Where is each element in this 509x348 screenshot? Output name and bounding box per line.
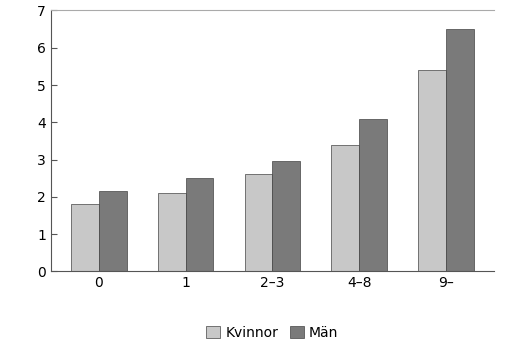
Bar [331,145,359,271]
Bar [359,119,387,271]
Bar [244,174,272,271]
Bar [446,29,473,271]
Legend: Kvinnor, Män: Kvinnor, Män [201,320,344,345]
Bar [71,204,99,271]
Bar [99,191,127,271]
Bar [158,193,186,271]
Bar [186,178,213,271]
Bar [418,70,446,271]
Bar [272,161,300,271]
